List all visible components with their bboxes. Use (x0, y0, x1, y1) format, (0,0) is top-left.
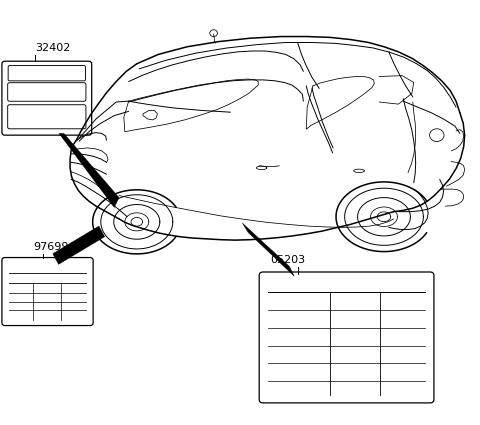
FancyBboxPatch shape (259, 272, 434, 403)
Text: 32402: 32402 (35, 42, 71, 53)
Text: 97699A: 97699A (34, 241, 77, 252)
Polygon shape (242, 223, 294, 276)
Polygon shape (59, 133, 119, 207)
FancyBboxPatch shape (2, 258, 93, 326)
Text: 05203: 05203 (270, 255, 306, 265)
Polygon shape (53, 226, 105, 264)
FancyBboxPatch shape (2, 61, 92, 135)
